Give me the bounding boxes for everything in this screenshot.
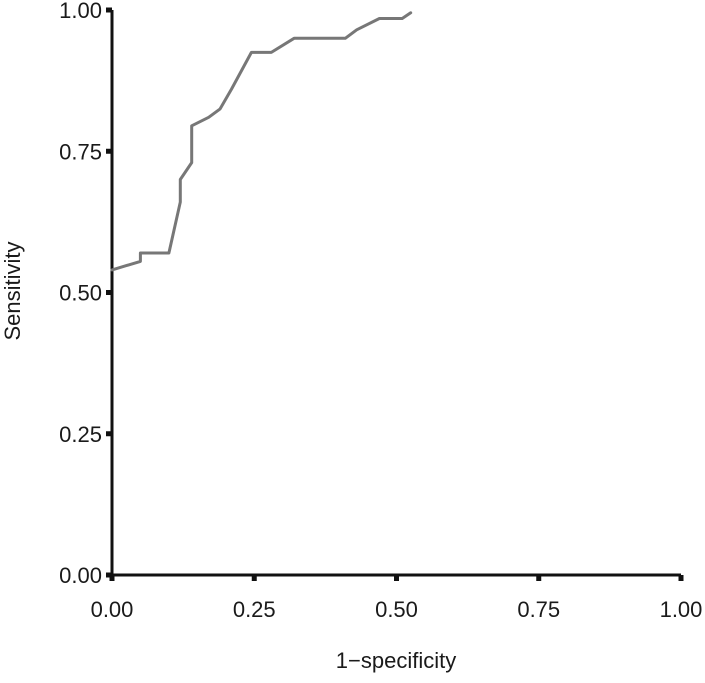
x-tick-label: 0.00 xyxy=(91,597,134,622)
x-tick-label: 0.25 xyxy=(233,597,276,622)
x-tick-labels: 0.00 0.25 0.50 0.75 1.00 xyxy=(91,597,703,622)
roc-curve-line xyxy=(110,11,413,272)
y-tick-label: 0.00 xyxy=(59,563,102,588)
x-axis-title: 1−specificity xyxy=(336,648,456,673)
y-axis-title: Sensitivity xyxy=(0,241,25,340)
plot-area xyxy=(106,7,684,581)
x-tick-label: 0.75 xyxy=(517,597,560,622)
x-tick-label: 0.50 xyxy=(375,597,418,622)
y-tick-labels: 0.00 0.25 0.50 0.75 1.00 xyxy=(59,0,102,588)
y-tick-label: 0.50 xyxy=(59,281,102,306)
x-tick-label: 1.00 xyxy=(660,597,703,622)
y-tick-label: 0.75 xyxy=(59,139,102,164)
y-tick-label: 1.00 xyxy=(59,0,102,23)
y-tick-label: 0.25 xyxy=(59,422,102,447)
